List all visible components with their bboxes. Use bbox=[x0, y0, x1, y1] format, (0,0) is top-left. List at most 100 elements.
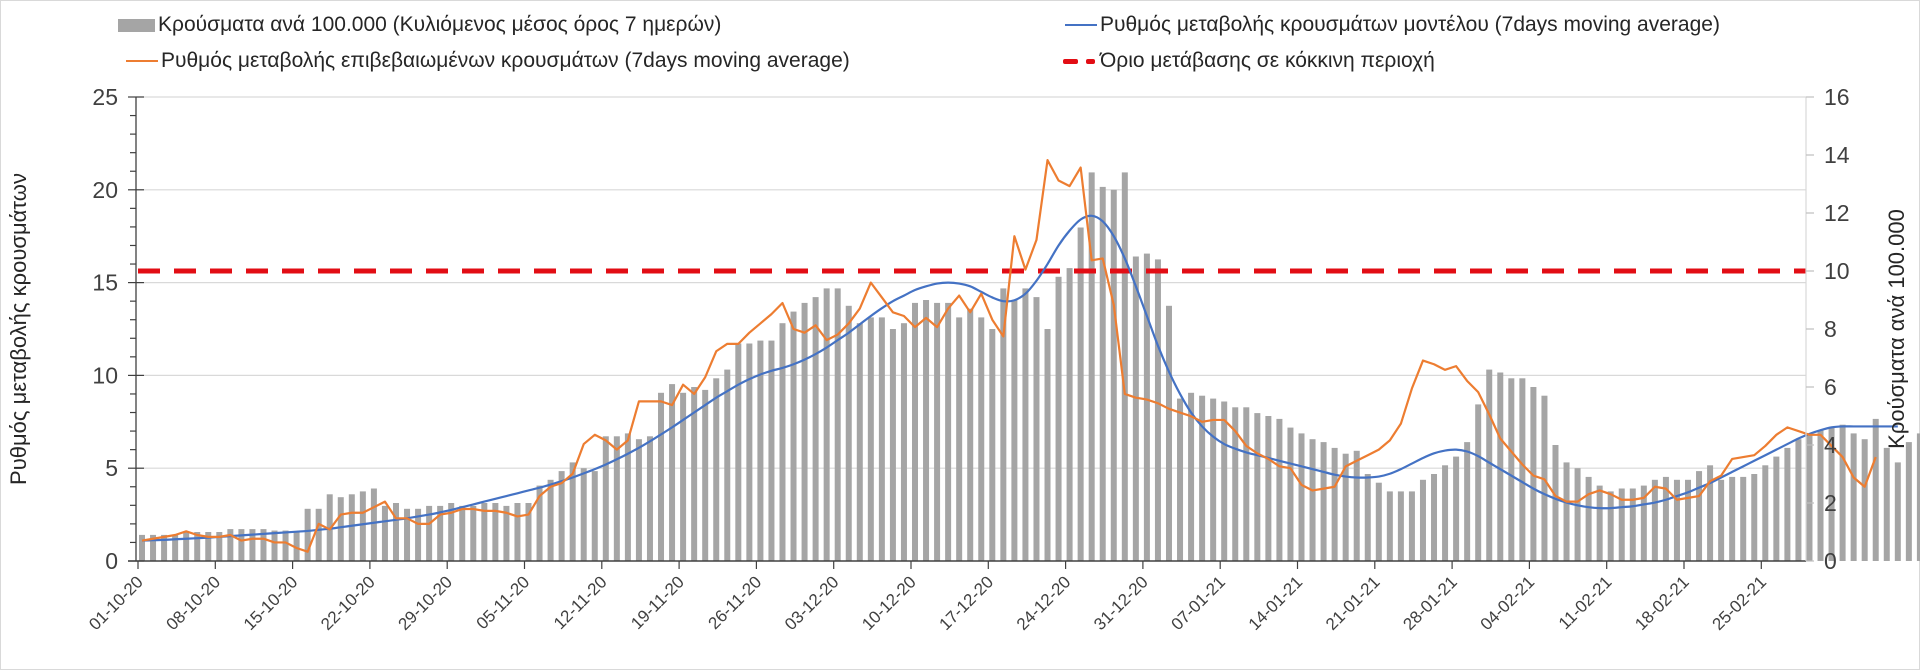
y-left-tick-label: 5 bbox=[105, 455, 118, 481]
x-tick-label: 01-10-20 bbox=[85, 572, 147, 634]
bar bbox=[834, 288, 841, 561]
legend-label-orange: Ρυθμός μεταβολής επιβεβαιωμένων κρουσμάτ… bbox=[161, 49, 850, 72]
legend-item-threshold: Όριο μετάβασης σε κόκκινη περιοχή bbox=[1063, 49, 1435, 73]
x-tick-label: 22-10-20 bbox=[317, 572, 379, 634]
bar bbox=[1795, 439, 1802, 561]
bar bbox=[967, 308, 974, 561]
legend-swatch-blue bbox=[1065, 24, 1097, 26]
bar bbox=[282, 530, 289, 561]
legend-swatch-bars bbox=[118, 18, 155, 32]
legend-item-bars: Κρούσματα ανά 100.000 (Κυλιόμενος μέσος … bbox=[118, 13, 721, 37]
bar bbox=[492, 503, 499, 561]
bar bbox=[735, 343, 742, 561]
observed-rate-line bbox=[141, 159, 1877, 553]
bar bbox=[404, 508, 411, 561]
bar bbox=[348, 494, 355, 561]
x-tick-label: 12-11-20 bbox=[550, 572, 611, 633]
bar bbox=[459, 505, 466, 561]
x-tick-label: 07-01-21 bbox=[1167, 572, 1229, 634]
bar bbox=[945, 302, 952, 561]
bar bbox=[1154, 259, 1161, 561]
bar bbox=[1254, 413, 1261, 561]
y-right-tick-label: 16 bbox=[1824, 84, 1850, 110]
bar bbox=[1044, 329, 1051, 561]
bar bbox=[1375, 482, 1382, 561]
bar bbox=[1894, 462, 1901, 561]
x-tick-label: 28-01-21 bbox=[1399, 572, 1461, 634]
bar bbox=[1011, 300, 1018, 561]
bar bbox=[238, 529, 245, 561]
bar bbox=[569, 462, 576, 561]
bar bbox=[1320, 442, 1327, 561]
bar bbox=[669, 384, 676, 561]
bar bbox=[591, 471, 598, 561]
bar bbox=[1331, 447, 1338, 561]
bar bbox=[613, 436, 620, 561]
bar bbox=[1607, 491, 1614, 561]
bar bbox=[923, 300, 930, 561]
bar bbox=[900, 323, 907, 561]
bar bbox=[1806, 433, 1813, 561]
bar bbox=[845, 305, 852, 561]
bar bbox=[1640, 485, 1647, 561]
bar bbox=[1442, 465, 1449, 561]
bar bbox=[271, 530, 278, 561]
bar bbox=[724, 369, 731, 561]
bar bbox=[293, 532, 300, 561]
bar bbox=[1839, 424, 1846, 561]
x-tick-label: 19-11-20 bbox=[627, 572, 688, 633]
bar bbox=[1199, 395, 1206, 561]
x-tick-label: 17-12-20 bbox=[936, 572, 998, 634]
y-left-tick-label: 20 bbox=[92, 177, 118, 203]
x-tick-label: 21-01-21 bbox=[1322, 572, 1384, 634]
y-right-tick-label: 12 bbox=[1824, 200, 1850, 226]
x-tick-label: 26-11-20 bbox=[705, 572, 766, 633]
y-right-tick-label: 14 bbox=[1824, 142, 1850, 168]
bar bbox=[1386, 491, 1393, 561]
bar bbox=[161, 534, 168, 561]
bar bbox=[1419, 479, 1426, 561]
bar bbox=[1629, 488, 1636, 561]
bar bbox=[658, 392, 665, 561]
y-left-tick-label: 25 bbox=[92, 84, 118, 110]
bar bbox=[1088, 172, 1095, 561]
bar bbox=[801, 302, 808, 561]
bar bbox=[370, 488, 377, 561]
bar bbox=[1353, 450, 1360, 561]
bar bbox=[1132, 256, 1139, 561]
bar bbox=[1022, 288, 1029, 561]
bar-series bbox=[139, 172, 1920, 562]
bar bbox=[1475, 404, 1482, 561]
bar bbox=[1497, 372, 1504, 561]
bar bbox=[1177, 398, 1184, 561]
bar bbox=[437, 505, 444, 561]
bar bbox=[1596, 485, 1603, 561]
bar bbox=[481, 503, 488, 561]
bar bbox=[1751, 474, 1758, 561]
y-right-tick-label: 10 bbox=[1824, 258, 1850, 284]
bar bbox=[1210, 398, 1217, 561]
x-tick-label: 14-01-21 bbox=[1245, 572, 1307, 634]
bar bbox=[547, 479, 554, 561]
bar bbox=[392, 503, 399, 561]
bar bbox=[1740, 476, 1747, 561]
bar bbox=[768, 340, 775, 561]
bar bbox=[1309, 439, 1316, 561]
bar bbox=[757, 340, 764, 561]
x-tick-label: 18-02-21 bbox=[1631, 572, 1693, 634]
bar bbox=[194, 532, 201, 561]
x-tick-label: 03-12-20 bbox=[781, 572, 843, 634]
bar bbox=[1364, 474, 1371, 561]
x-tick-label: 24-12-20 bbox=[1013, 572, 1075, 634]
model-rate-line bbox=[141, 214, 1898, 542]
bar bbox=[249, 529, 256, 561]
bar bbox=[183, 532, 190, 561]
bar bbox=[1872, 418, 1879, 561]
bar bbox=[1298, 433, 1305, 561]
y-axis-right-label: Κρούσματα ανά 100.000 bbox=[1884, 209, 1909, 449]
x-tick-label: 25-02-21 bbox=[1709, 572, 1771, 634]
bar bbox=[139, 534, 145, 561]
bar bbox=[1530, 387, 1537, 561]
bar bbox=[514, 503, 521, 561]
bar bbox=[1883, 447, 1890, 561]
